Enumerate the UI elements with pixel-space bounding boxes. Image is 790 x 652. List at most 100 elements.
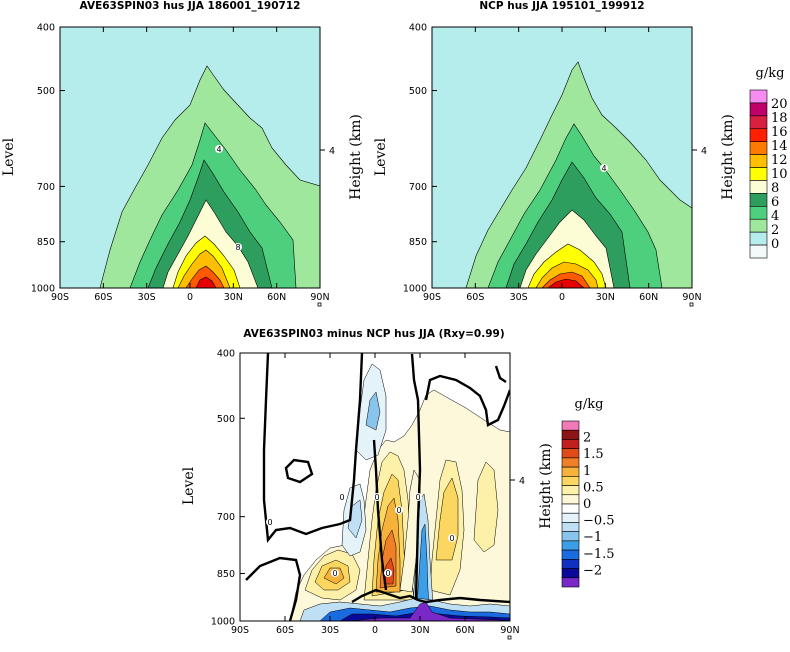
contour-label: 0: [332, 569, 337, 578]
contour-label: 0: [374, 493, 379, 502]
x-tick-label: 90S: [51, 292, 69, 303]
corner-mark: [507, 635, 512, 640]
panel-2-ylabel: Level: [373, 137, 389, 176]
zero-contour: [262, 353, 364, 544]
x-tick-label: 60S: [276, 625, 294, 636]
colorbar-label: 1.5: [583, 447, 604, 462]
zero-contour: [284, 458, 314, 484]
colorbar-label: 4: [771, 209, 779, 224]
colorbar-label: 20: [771, 97, 788, 112]
x-tick-label: 90S: [423, 292, 441, 303]
x-tick-label: 0: [372, 625, 378, 636]
colorbar-label: 1: [583, 464, 591, 479]
colorbar-label: 2: [583, 431, 591, 446]
colorbar-swatch: [561, 522, 580, 532]
corner-mark: [689, 302, 694, 307]
x-tick-label: 60S: [94, 292, 112, 303]
x-tick-label: 30S: [321, 625, 339, 636]
right-tick-label: 4: [329, 146, 335, 157]
x-tick-label: 30N: [410, 625, 429, 636]
contour-label: 4: [601, 164, 606, 173]
y-tick-label: 1000: [403, 284, 427, 295]
panel-2-title: NCP hus JJA 195101_199912: [479, 0, 644, 12]
contour-label: 0: [385, 569, 390, 578]
y-tick-label: 700: [37, 182, 55, 193]
y-tick-label: 400: [37, 23, 55, 34]
colorbar-2-unit: g/kg: [575, 397, 604, 412]
panel-2: NCP hus JJA 195101_199912 4 90S 60S 30S 0 30…: [373, 0, 788, 307]
x-tick-label: 90N: [682, 292, 701, 303]
y-tick-label: 500: [409, 86, 427, 97]
panel-1: AVE63SPIN03 hus JJA 186001_190712 4 8 90…: [1, 0, 364, 307]
y-tick-label: 850: [37, 237, 55, 248]
x-tick-label: 0: [187, 292, 193, 303]
zero-contour: [245, 556, 302, 621]
x-tick-label: 0: [559, 292, 565, 303]
y-tick-label: 400: [217, 349, 235, 360]
colorbar-swatch: [561, 494, 580, 505]
y-tick-label: 850: [217, 569, 235, 580]
contour-label-bg: [234, 243, 242, 251]
colorbar-swatch: [561, 549, 580, 560]
contour-label: 0: [396, 506, 401, 515]
contour-label: 0: [415, 493, 420, 502]
contour-label-bg: [600, 164, 608, 172]
colorbar-swatch: [749, 244, 768, 259]
panel-2-axes: 90S 60S 30S 0 30N 60N 90N 400 500 700 850 1000 4: [403, 23, 707, 307]
colorbar-swatch: [749, 141, 768, 155]
zero-contour: [410, 353, 422, 601]
y-tick-label: 700: [409, 182, 427, 193]
colorbar-swatch: [749, 218, 768, 233]
panel-1-ylabel-right: Height (km): [348, 114, 364, 200]
diff-neg-0.75-top: [365, 391, 381, 431]
colorbar-label: 0: [583, 497, 591, 512]
contour-label: 4: [216, 145, 221, 154]
x-tick-label: 60S: [466, 292, 484, 303]
colorbar-label: 10: [771, 167, 788, 182]
colorbar-label: 8: [771, 181, 779, 196]
contour-14: [185, 265, 225, 288]
contour-labels: 0 0 0 0 0 0 0 0: [266, 493, 456, 578]
panel-3-axes: 90S 60S 30S 0 30N 60N 90N 400 500 700 850 1000 4: [211, 349, 525, 640]
y-tick-label: 400: [409, 23, 427, 34]
colorbar-swatch: [561, 448, 580, 459]
contour-label: 0: [449, 534, 454, 543]
contour-label: 0: [267, 518, 272, 527]
y-tick-label: 1000: [31, 284, 55, 295]
y-tick-label: 500: [217, 414, 235, 425]
colorbar-swatch: [561, 420, 580, 431]
x-tick-label: 60N: [455, 625, 474, 636]
colorbar-swatch: [749, 154, 768, 168]
colorbar-label: 2: [771, 223, 779, 238]
panel-2-ylabel-right: Height (km): [720, 114, 736, 200]
contour-16: [195, 276, 217, 288]
colorbar-swatch: [561, 476, 580, 486]
contour-label: 0: [339, 493, 344, 502]
colorbar-label: −0.5: [583, 514, 615, 529]
colorbar-1-unit: g/kg: [756, 66, 785, 81]
zero-contour: [424, 374, 510, 427]
colorbar-swatch: [749, 180, 768, 194]
colorbar-swatch: [749, 206, 768, 220]
panel-3-ylabel-right: Height (km): [538, 443, 554, 529]
colorbar-swatch: [749, 193, 768, 207]
colorbar-2: 21.5 10.5 0 −0.5−1 −1.5−2: [561, 420, 615, 588]
diff-mid-0.1: [399, 469, 421, 593]
colorbar-label: 14: [771, 139, 788, 154]
zero-contour: [351, 588, 510, 604]
x-tick-label: 90N: [310, 292, 329, 303]
corner-mark: [317, 302, 322, 307]
colorbar-label: 18: [771, 111, 788, 126]
colorbar-swatch: [561, 439, 580, 449]
zero-contour: [494, 365, 507, 383]
colorbar-swatch: [749, 167, 768, 181]
x-tick-label: 60N: [267, 292, 286, 303]
colorbar-label: 0: [771, 237, 779, 252]
colorbar-swatch: [749, 115, 768, 130]
y-tick-label: 850: [409, 237, 427, 248]
x-tick-label: 30N: [596, 292, 615, 303]
right-tick-label: 4: [701, 146, 707, 157]
panel-3-ylabel: Level: [181, 466, 197, 505]
